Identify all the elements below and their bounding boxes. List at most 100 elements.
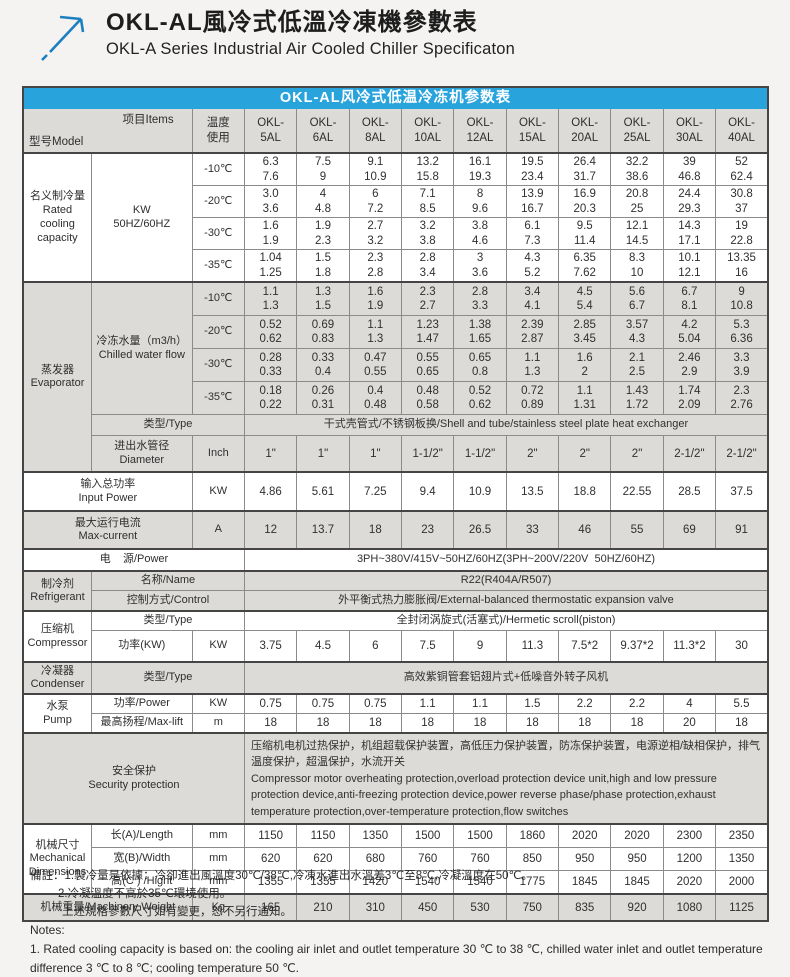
value-cell: 0.72 0.89 bbox=[505, 381, 560, 416]
value-cell: 11.3 bbox=[505, 630, 560, 663]
value-cell: 530 bbox=[453, 893, 507, 922]
value-cell: 0.48 0.58 bbox=[400, 381, 455, 416]
value-cell: 13.7 bbox=[296, 510, 350, 550]
compressor-power-label: 功率(KW) bbox=[90, 630, 193, 663]
value-cell: 2300 bbox=[662, 823, 717, 849]
value-cell: 0.26 0.31 bbox=[296, 381, 350, 416]
value-cell: 1.04 1.25 bbox=[243, 249, 298, 283]
value-cell: 1.3 1.5 bbox=[296, 281, 350, 317]
refrigerant-control-label: 控制方式/Control bbox=[90, 590, 245, 612]
value-cell: 4 4.8 bbox=[296, 185, 350, 219]
value-cell: 6.3 7.6 bbox=[243, 152, 298, 187]
table-row: -30℃ 1.6 1.9 1.9 2.3 2.7 3.2 3.2 3.8 3.8 4.6… bbox=[23, 217, 769, 251]
rated-capacity-unit: KW 50HZ/60HZ bbox=[90, 152, 193, 283]
value-cell: 26.5 bbox=[453, 510, 507, 550]
temp-cell: -10℃ bbox=[191, 281, 245, 317]
value-cell: 165 bbox=[243, 893, 298, 922]
table-row: -35℃ 0.18 0.22 0.26 0.31 0.4 0.48 0.48 0.58… bbox=[23, 381, 769, 416]
value-cell: 0.75 bbox=[348, 693, 403, 715]
chilled-water-flow-label: 冷冻水量（m3/h） Chilled water flow bbox=[90, 281, 193, 416]
refrigerant-name-label: 名称/Name bbox=[90, 570, 245, 592]
value-cell: 14.3 17.1 bbox=[662, 217, 717, 251]
value-cell: 2020 bbox=[662, 870, 717, 895]
pump-label: 水泵 Pump bbox=[22, 693, 92, 734]
value-cell: 1.1 1.31 bbox=[558, 381, 612, 416]
value-cell: 3 3.6 bbox=[453, 249, 507, 283]
value-cell: 8.3 10 bbox=[610, 249, 664, 283]
table-row: 压缩机 Compressor 类型/Type 全封闭涡旋式(活塞式)/Herme… bbox=[22, 610, 769, 663]
condenser-label: 冷凝器 Condenser bbox=[22, 661, 92, 695]
value-cell: 1860 bbox=[505, 823, 560, 849]
value-cell: 12.1 14.5 bbox=[610, 217, 664, 251]
table-title: OKL-AL风冷式低温冷冻机参数表 bbox=[22, 86, 769, 110]
max-current-unit: A bbox=[191, 510, 245, 550]
value-cell: 0.69 0.83 bbox=[296, 315, 350, 350]
refrigerant-name-value: R22(R404A/R507) bbox=[243, 570, 769, 592]
value-cell: 850 bbox=[505, 847, 560, 872]
value-cell: 1500 bbox=[453, 823, 507, 849]
value-cell: 18 bbox=[610, 713, 664, 734]
table-row: -20℃ 3.0 3.6 4 4.8 6 7.2 7.1 8.5 8 9.6 13.9 1… bbox=[23, 185, 769, 219]
model-header-cell: OKL- 30AL bbox=[662, 108, 717, 154]
value-cell: 3.75 bbox=[243, 630, 298, 663]
value-cell: 1" bbox=[348, 435, 403, 473]
value-cell: 1.74 2.09 bbox=[662, 381, 717, 416]
value-cell: 450 bbox=[400, 893, 455, 922]
table-row: 输入总功率 Input Power KW 4.86 5.61 7.25 9.4 10.9… bbox=[22, 471, 769, 512]
value-cell: 4 bbox=[662, 693, 717, 715]
value-cell: 2.8 3.3 bbox=[453, 281, 507, 317]
table-row: 电 源/Power 3PH~380V/415V~50HZ/60HZ(3PH~20… bbox=[22, 548, 769, 572]
temp-cell: -20℃ bbox=[191, 315, 245, 350]
table-row: 功率(KW) KW 3.75 4.5 6 7.5 9 11.3 7.5*2 9.37*2 11.… bbox=[23, 630, 769, 663]
value-cell: 18 bbox=[453, 713, 507, 734]
brand-arrow-icon bbox=[41, 15, 85, 61]
value-cell: 2.8 3.4 bbox=[400, 249, 455, 283]
compressor-power-unit: KW bbox=[191, 630, 245, 663]
value-cell: 13.2 15.8 bbox=[400, 152, 455, 187]
compressor-type-value: 全封闭涡旋式(活塞式)/Hermetic scroll(piston) bbox=[243, 610, 769, 632]
value-cell: 19 22.8 bbox=[715, 217, 769, 251]
table-row: 水泵 Pump 功率/Power KW 0.75 0.75 0.75 1.1 1.1 1.… bbox=[22, 693, 769, 734]
value-cell: 3.3 3.9 bbox=[715, 348, 769, 383]
pump-power-label: 功率/Power bbox=[90, 693, 193, 715]
pump-power-unit: KW bbox=[191, 693, 245, 715]
value-cell: 13.35 16 bbox=[715, 249, 769, 283]
value-cell: 750 bbox=[505, 893, 560, 922]
value-cell: 1350 bbox=[715, 847, 769, 872]
value-cell: 18 bbox=[348, 510, 403, 550]
value-cell: 18 bbox=[296, 713, 350, 734]
table-header-row: 型号Model 项目Items 温度 使用 OKL- 5AL OKL- 6AL OK… bbox=[22, 108, 769, 154]
value-cell: 1150 bbox=[243, 823, 298, 849]
table-row: -30℃ 0.28 0.33 0.33 0.4 0.47 0.55 0.55 0.65… bbox=[23, 348, 769, 383]
value-cell: 4.5 bbox=[296, 630, 350, 663]
notes-block: 備註：1.製冷量是依據：冷卻進出風溫度30℃/38℃,冷凍水進出水溫差3℃至8℃… bbox=[30, 868, 768, 977]
value-cell: 2.1 2.5 bbox=[610, 348, 664, 383]
value-cell: 1.38 1.65 bbox=[453, 315, 507, 350]
dimensions-label: 机械尺寸 Mechanical Dimensions bbox=[22, 823, 92, 895]
table-row: 控制方式/Control 外平衡式热力膨胀阀/External-balanced… bbox=[23, 590, 769, 612]
value-cell: 0.18 0.22 bbox=[243, 381, 298, 416]
value-cell: 10.9 bbox=[453, 471, 507, 512]
value-cell: 1.23 1.47 bbox=[400, 315, 455, 350]
value-cell: 46 bbox=[558, 510, 612, 550]
value-cell: 1" bbox=[296, 435, 350, 473]
value-cell: 3.2 3.8 bbox=[400, 217, 455, 251]
corner-items-label: 项目Items bbox=[122, 114, 174, 127]
value-cell: 1.6 1.9 bbox=[243, 217, 298, 251]
height-unit: mm bbox=[191, 870, 245, 895]
value-cell: 1.6 1.9 bbox=[348, 281, 403, 317]
value-cell: 2350 bbox=[715, 823, 769, 849]
value-cell: 18 bbox=[243, 713, 298, 734]
value-cell: 26.4 31.7 bbox=[558, 152, 612, 187]
table-row: 机械重量/Machinery Weight Kg 165 210 310 450 530… bbox=[22, 893, 769, 922]
value-cell: 2.85 3.45 bbox=[558, 315, 612, 350]
value-cell: 9.1 10.9 bbox=[348, 152, 403, 187]
weight-label: 机械重量/Machinery Weight bbox=[22, 893, 193, 922]
value-cell: 18 bbox=[348, 713, 403, 734]
value-cell: 18 bbox=[558, 713, 612, 734]
model-header-cell: OKL- 20AL bbox=[558, 108, 612, 154]
value-cell: 1500 bbox=[400, 823, 455, 849]
value-cell: 760 bbox=[453, 847, 507, 872]
table-row: 机械尺寸 Mechanical Dimensions 长(A)/Length m… bbox=[22, 823, 769, 895]
value-cell: 8 9.6 bbox=[453, 185, 507, 219]
